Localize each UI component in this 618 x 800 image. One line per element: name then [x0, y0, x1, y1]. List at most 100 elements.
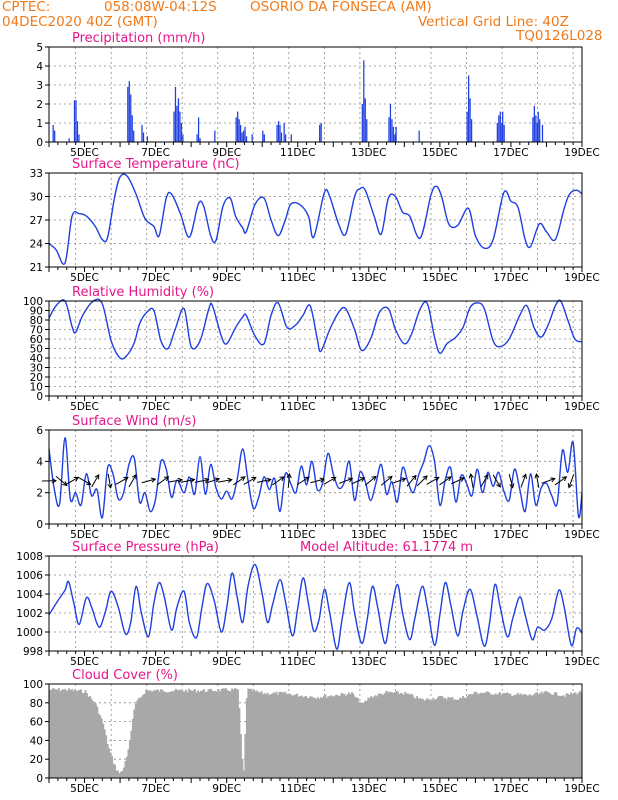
cloud-bar [359, 702, 362, 778]
cloud-bar [459, 697, 461, 778]
y-tick-label: 80 [30, 315, 43, 327]
cloud-bar [281, 692, 284, 778]
cloud-bar [402, 694, 405, 778]
cloud-bar [453, 700, 456, 778]
wind-arrow-head [279, 476, 285, 482]
precip-bar [498, 115, 500, 142]
wind-arrow-shaft [541, 478, 555, 484]
x-tick-label: 11DEC [280, 147, 315, 159]
cloud-bar [225, 688, 228, 778]
cloud-bar [279, 691, 282, 778]
cloud-bar [143, 693, 146, 778]
x-tick-label: 5DEC [70, 529, 99, 541]
cloud-bar [189, 690, 192, 778]
cloud-bar [476, 693, 479, 778]
cloud-bar [117, 770, 119, 778]
cloud-bar [447, 697, 450, 778]
cloud-bar [302, 697, 305, 778]
precip-bar [239, 124, 242, 142]
precip-bar [503, 124, 505, 142]
wind-arrow-head [123, 476, 129, 482]
wind-arrow-head [304, 476, 310, 482]
wind-arrow-head [509, 483, 515, 489]
cloud-bar [339, 695, 342, 778]
x-tick-label: 15DEC [422, 656, 457, 668]
wind-arrow-shaft [65, 476, 79, 485]
y-tick-label: 100 [23, 296, 43, 308]
cloud-bar [577, 692, 580, 778]
cloud-bar [505, 693, 507, 778]
cloud-bar [93, 703, 96, 778]
wind-arrow-shaft [233, 476, 246, 486]
cloud-bar [352, 693, 355, 778]
precip-bar [283, 123, 285, 142]
cloud-bar [457, 699, 460, 778]
cloud-bar [244, 733, 247, 778]
cloud-bar [485, 691, 488, 778]
precip-bar [418, 130, 420, 142]
x-tick-label: 7DEC [141, 783, 170, 795]
cloud-bar [177, 690, 180, 778]
cloud-bar [49, 689, 51, 778]
cloud-bar [388, 692, 390, 778]
panel-title: Cloud Cover (%) [72, 668, 178, 683]
x-tick-label: 11DEC [280, 401, 315, 413]
cloud-bar [216, 691, 219, 778]
x-tick-label: 13DEC [351, 401, 386, 413]
cloud-bar [133, 709, 136, 778]
cloud-bar [368, 698, 371, 778]
wind-arrow-head [483, 473, 489, 480]
cloud-bar [100, 718, 103, 778]
y-tick-label: 4 [36, 456, 43, 468]
panel-title: Surface Temperature (nC) [72, 157, 240, 172]
cloud-bar [254, 691, 257, 778]
cloud-bar [158, 691, 161, 778]
cloud-bar [136, 700, 139, 778]
cloud-bar [234, 688, 236, 778]
x-tick-label: 11DEC [280, 529, 315, 541]
cloud-bar [521, 694, 524, 778]
precip-bar [320, 123, 322, 142]
cloud-bar [543, 691, 546, 778]
panel-wind: 0 2 4 6 5DEC 7DEC 9DEC 11DEC 13DEC 15DEC 17DEC 19DE… [36, 414, 599, 541]
cloud-bar [484, 692, 487, 778]
cloud-bar [361, 702, 364, 778]
cloud-bar [271, 693, 273, 778]
x-tick-label: 15DEC [422, 272, 457, 284]
cloud-bar [71, 689, 74, 778]
y-tick-label: 0 [36, 137, 43, 149]
y-tick-label: 1000 [16, 627, 43, 639]
wind-arrow-head [468, 472, 474, 479]
cloud-bar [391, 692, 393, 778]
cloud-bar [96, 706, 99, 778]
wind-arrow-shaft [194, 478, 209, 483]
cloud-bar [131, 718, 134, 778]
cloud-bar [191, 690, 194, 778]
cloud-bar [219, 691, 222, 778]
precip-bar [237, 111, 239, 142]
cloud-bar [524, 694, 527, 778]
wind-arrow-head [62, 481, 68, 487]
cloud-bar [470, 694, 473, 778]
y-tick-label: 50 [30, 344, 43, 356]
cloud-bar [266, 692, 269, 778]
x-tick-label: 7DEC [141, 656, 170, 668]
header-grid-note: Vertical Grid Line: 40Z [418, 14, 569, 30]
cloud-bar [149, 690, 152, 778]
cloud-bar [173, 690, 176, 778]
cloud-bar [552, 694, 555, 778]
wind-arrow [243, 476, 257, 485]
cloud-bar [242, 770, 245, 778]
panel-subtitle: Model Altitude: 61.1774 m [300, 540, 473, 555]
cloud-bar [382, 695, 385, 778]
cloud-bar [553, 692, 556, 778]
y-tick-label: 6 [36, 425, 43, 437]
precip-bar [180, 123, 183, 142]
cloud-bar [102, 723, 105, 778]
y-tick-label: 4 [36, 61, 43, 73]
precip-bar [496, 123, 498, 142]
cloud-bar [442, 698, 445, 778]
cloud-bar [579, 690, 581, 778]
cloud-bar [435, 699, 438, 778]
